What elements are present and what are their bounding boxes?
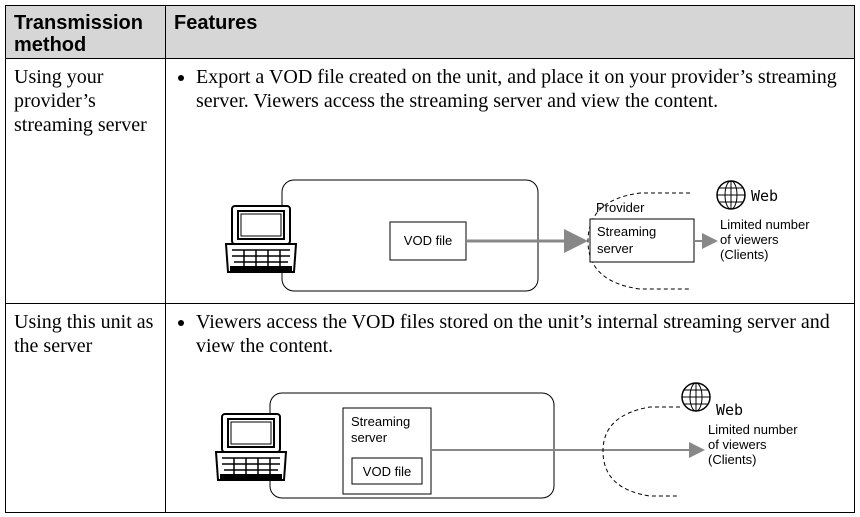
vod-box bbox=[351, 457, 423, 485]
provider-label: Provider bbox=[596, 200, 645, 215]
globe-icon bbox=[681, 382, 711, 412]
network-region bbox=[602, 406, 680, 497]
server-label: Streaming bbox=[597, 224, 656, 239]
feature-text: Export a VOD file created on the unit, a… bbox=[196, 65, 846, 113]
feature-list: Viewers access the VOD files stored on t… bbox=[174, 310, 846, 358]
viewers-label: Limited number bbox=[720, 217, 810, 232]
header-text: Features bbox=[174, 12, 258, 34]
feature-cell: Viewers access the VOD files stored on t… bbox=[165, 303, 855, 513]
header-cell: Features bbox=[165, 5, 855, 59]
web-label: Web bbox=[716, 401, 743, 419]
server-label: Streaming bbox=[351, 414, 410, 429]
web-label: Web bbox=[751, 187, 778, 205]
viewers-label: Limited number bbox=[708, 422, 798, 437]
vod-label: VOD file bbox=[404, 233, 452, 248]
viewers-label: of viewers bbox=[720, 232, 779, 247]
method-text: Using your provider’s streaming server bbox=[14, 66, 147, 136]
method-text: Using this unit as the server bbox=[14, 311, 154, 357]
server-box bbox=[589, 218, 695, 263]
viewers-label: (Clients) bbox=[708, 452, 756, 467]
header-text: Transmission method bbox=[14, 12, 143, 56]
header-cell: Transmission method bbox=[5, 5, 166, 59]
server-label: server bbox=[597, 241, 634, 256]
laptop-icon bbox=[225, 205, 297, 273]
method-cell: Using your provider’s streaming server bbox=[5, 58, 166, 304]
provider-region bbox=[587, 192, 690, 290]
viewers-label: of viewers bbox=[708, 437, 767, 452]
feature-cell: Export a VOD file created on the unit, a… bbox=[165, 58, 855, 304]
globe-icon bbox=[716, 180, 746, 210]
feature-text: Viewers access the VOD files stored on t… bbox=[196, 310, 846, 358]
method-cell: Using this unit as the server bbox=[5, 303, 166, 513]
vod-label: VOD file bbox=[363, 464, 411, 479]
viewers-label: (Clients) bbox=[720, 247, 768, 262]
server-label: server bbox=[351, 430, 388, 445]
feature-list: Export a VOD file created on the unit, a… bbox=[174, 65, 846, 113]
laptop-icon bbox=[215, 413, 287, 481]
